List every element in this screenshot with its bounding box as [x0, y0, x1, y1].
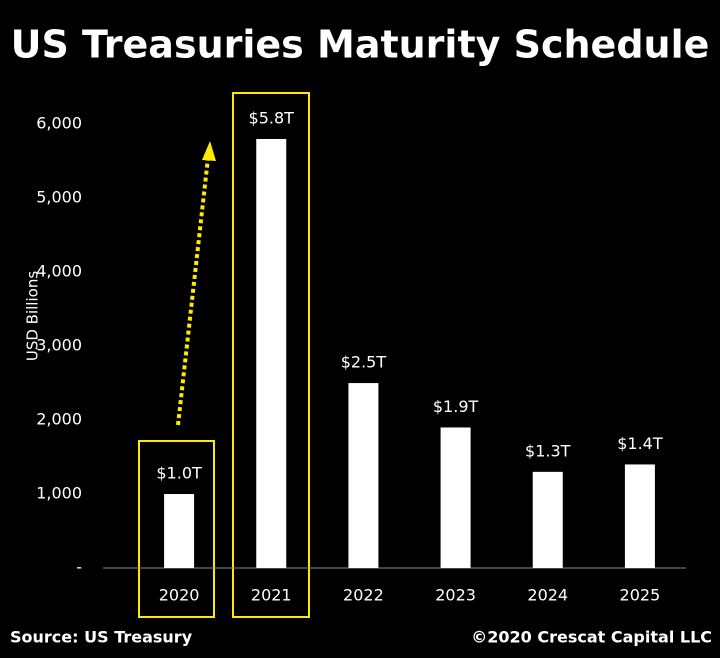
value-label: $1.9T — [433, 397, 479, 416]
y-tick-label: 1,000 — [36, 484, 82, 503]
y-tick-label: - — [76, 558, 82, 577]
value-label: $1.4T — [617, 434, 663, 453]
value-label: $2.5T — [341, 353, 387, 372]
bar — [624, 464, 655, 568]
x-tick-label: 2021 — [251, 586, 292, 605]
bar — [348, 383, 379, 568]
bar — [440, 427, 471, 568]
bar — [532, 471, 563, 568]
bar — [164, 494, 195, 568]
chart-title: US Treasuries Maturity Schedule — [11, 23, 710, 67]
y-tick-label: 2,000 — [36, 410, 82, 429]
x-tick-label: 2025 — [620, 586, 661, 605]
x-tick-label: 2023 — [435, 586, 476, 605]
x-tick-label: 2022 — [343, 586, 384, 605]
value-label: $1.0T — [156, 464, 202, 483]
highlight-box — [138, 440, 215, 618]
x-tick-label: 2020 — [159, 586, 200, 605]
y-tick-label: 6,000 — [36, 114, 82, 133]
value-label: $1.3T — [525, 441, 571, 460]
y-tick-label: 3,000 — [36, 336, 82, 355]
value-label: $5.8T — [249, 108, 295, 127]
y-tick-label: 5,000 — [36, 188, 82, 207]
bar — [256, 138, 287, 568]
highlight-box — [232, 92, 310, 618]
arrow-head — [202, 141, 216, 161]
x-tick-label: 2024 — [527, 586, 568, 605]
trend-arrow — [176, 157, 210, 426]
copyright: ©2020 Crescat Capital LLC — [471, 628, 712, 647]
y-axis-label: USD Billions — [24, 271, 42, 361]
y-tick-label: 4,000 — [36, 262, 82, 281]
source-note: Source: US Treasury — [10, 628, 193, 647]
